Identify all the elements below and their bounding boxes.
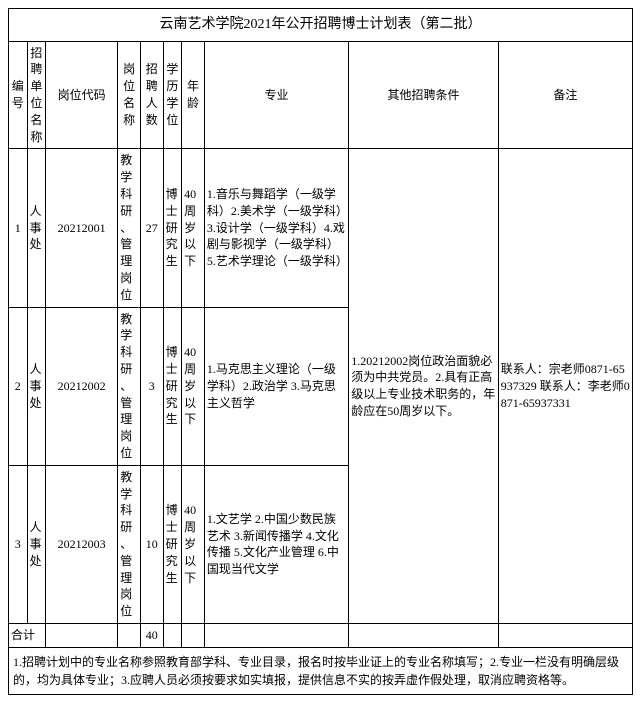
table-row: 1 人事处 20212001 教学科研、管理岗位 27 博士研究生 40周岁以下… [9,149,633,307]
header-posname: 岗位名称 [118,41,141,149]
cell-age: 40周岁以下 [182,307,205,465]
cell-count: 3 [140,307,163,465]
cell-major: 1.马克思主义理论（一级学科）2.政治学 3.马克思主义哲学 [204,307,348,465]
cell-unit: 人事处 [27,307,46,465]
total-row: 合计 40 [9,623,633,647]
cell-no: 2 [9,307,28,465]
header-row: 编号 招聘单位名称 岗位代码 岗位名称 招聘人数 学历学位 年龄 专业 其他招聘… [9,41,633,149]
cell-count: 10 [140,465,163,623]
header-no: 编号 [9,41,28,149]
cell-age: 40周岁以下 [182,149,205,307]
cell-no: 3 [9,465,28,623]
cell-posname: 教学科研、管理岗位 [118,465,141,623]
cell-unit: 人事处 [27,149,46,307]
total-empty [118,623,141,647]
cell-code: 20212001 [46,149,118,307]
header-major: 专业 [204,41,348,149]
total-empty [498,623,632,647]
title-row: 云南艺术学院2021年公开招聘博士计划表（第二批） [9,9,633,42]
cell-posname: 教学科研、管理岗位 [118,149,141,307]
cell-no: 1 [9,149,28,307]
cell-remark: 联系人：宗老师0871-65937329 联系人：李老师0871-6593733… [498,149,632,624]
footnote-text: 1.招聘计划中的专业名称参照教育部学科、专业目录，报名时按毕业证上的专业名称填写… [9,647,633,694]
cell-cond: 1.20212002岗位政治面貌必须为中共党员。2.具有正高级以上专业技术职务的… [349,149,499,624]
total-empty [46,623,118,647]
table-title: 云南艺术学院2021年公开招聘博士计划表（第二批） [9,9,633,42]
cell-posname: 教学科研、管理岗位 [118,307,141,465]
footnote-row: 1.招聘计划中的专业名称参照教育部学科、专业目录，报名时按毕业证上的专业名称填写… [9,647,633,694]
header-count: 招聘人数 [140,41,163,149]
total-empty [163,623,182,647]
cell-code: 20212003 [46,465,118,623]
cell-code: 20212002 [46,307,118,465]
cell-count: 27 [140,149,163,307]
total-empty [182,623,205,647]
header-age: 年龄 [182,41,205,149]
cell-major: 1.文艺学 2.中国少数民族艺术 3.新闻传播学 4.文化传播 5.文化产业管理… [204,465,348,623]
header-edu: 学历学位 [163,41,182,149]
header-unit: 招聘单位名称 [27,41,46,149]
header-code: 岗位代码 [46,41,118,149]
cell-edu: 博士研究生 [163,465,182,623]
total-count: 40 [140,623,163,647]
cell-major: 1.音乐与舞蹈学（一级学科）2.美术学（一级学科）3.设计学（一级学科）4.戏剧… [204,149,348,307]
total-empty [349,623,499,647]
cell-edu: 博士研究生 [163,307,182,465]
header-remark: 备注 [498,41,632,149]
recruitment-table: 云南艺术学院2021年公开招聘博士计划表（第二批） 编号 招聘单位名称 岗位代码… [8,8,633,695]
cell-edu: 博士研究生 [163,149,182,307]
cell-age: 40周岁以下 [182,465,205,623]
total-empty [204,623,348,647]
cell-unit: 人事处 [27,465,46,623]
total-label: 合计 [9,623,46,647]
header-cond: 其他招聘条件 [349,41,499,149]
